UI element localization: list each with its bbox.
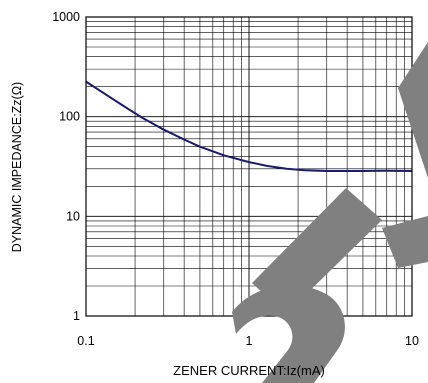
y-tick-labels: 1 10 100 1000: [52, 10, 80, 323]
y-axis-label: DYNAMIC IMPEDANCE:Zz(Ω): [10, 82, 24, 252]
watermark-shape: [252, 188, 382, 314]
y-tick-label: 10: [66, 209, 80, 223]
watermark-shape: [398, 42, 428, 178]
x-tick-label: 10: [405, 334, 419, 348]
grid: [85, 17, 412, 317]
y-tick-label: 100: [59, 110, 80, 124]
x-tick-label: 0.1: [77, 334, 94, 348]
x-tick-labels: 0.1 1 10: [77, 334, 419, 348]
watermark-shape: [232, 285, 345, 383]
series-group: [85, 80, 413, 172]
y-tick-label: 1000: [52, 10, 80, 24]
watermark-shape: [382, 216, 428, 268]
y-tick-label: 1: [73, 309, 80, 323]
x-tick-label: 1: [246, 334, 253, 348]
x-axis-label: ZENER CURRENT:Iz(mA): [173, 363, 325, 378]
watermark-logo: [232, 42, 428, 383]
series-line: [85, 80, 413, 172]
